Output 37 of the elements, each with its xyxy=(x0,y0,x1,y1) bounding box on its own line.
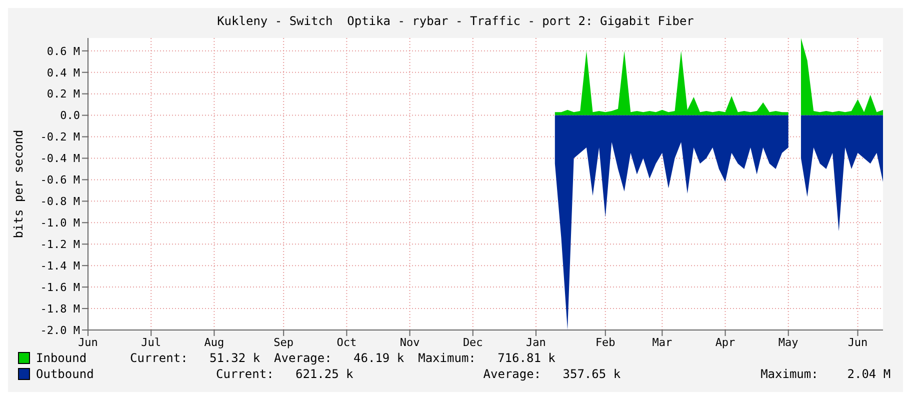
y-tick-label: 0.0 xyxy=(60,109,80,122)
text: Average: 357.65 k xyxy=(483,367,621,381)
y-axis-title: bits per second xyxy=(11,130,26,238)
y-tick-label: -0.6 M xyxy=(40,174,80,187)
text: Current: 621.25 k xyxy=(216,367,354,381)
x-tick-label: Jun xyxy=(848,336,868,349)
y-tick-label: -0.4 M xyxy=(40,152,80,166)
legend-label: Inbound xyxy=(36,351,88,365)
y-tick-label: -0.2 M xyxy=(40,130,80,144)
text: Maximum: 716.81 k xyxy=(418,351,556,365)
x-tick-label: Dec xyxy=(462,336,483,349)
text: Current: 51.32 k xyxy=(130,351,260,365)
x-tick-label: May xyxy=(778,336,799,349)
x-tick-label: Oct xyxy=(336,336,357,349)
text: Average: 46.19 k xyxy=(274,351,404,365)
x-tick-label: Feb xyxy=(595,336,616,349)
y-tick-label: -1.4 M xyxy=(40,259,80,272)
y-tick-label: -2.0 M xyxy=(40,324,80,337)
y-tick-label: -0.8 M xyxy=(40,195,80,208)
legend-label: Outbound xyxy=(36,367,95,381)
y-tick-label: 0.2 M xyxy=(46,88,80,101)
text: Maximum: 2.04 M xyxy=(760,367,891,381)
x-tick-label: Aug xyxy=(204,336,224,349)
x-tick-label: Mar xyxy=(652,336,672,349)
x-tick-label: Jul xyxy=(141,336,162,349)
y-tick-label: 0.6 M xyxy=(46,44,80,58)
chart-title: Kukleny - Switch Optika - rybar - Traffic - port 2: Gigabit Fiber xyxy=(216,13,695,30)
x-tick-label: Jan xyxy=(526,336,546,349)
y-tick-label: -1.0 M xyxy=(40,216,80,230)
y-tick-label: -1.6 M xyxy=(40,280,80,294)
y-tick-label: 0.4 M xyxy=(46,66,80,80)
x-tick-label: Apr xyxy=(715,336,736,349)
y-tick-label: -1.2 M xyxy=(40,238,80,252)
x-tick-label: Nov xyxy=(400,336,420,349)
y-tick-label: -1.8 M xyxy=(40,302,80,316)
x-tick-label: Jun xyxy=(78,336,98,349)
x-tick-label: Sep xyxy=(274,336,294,349)
